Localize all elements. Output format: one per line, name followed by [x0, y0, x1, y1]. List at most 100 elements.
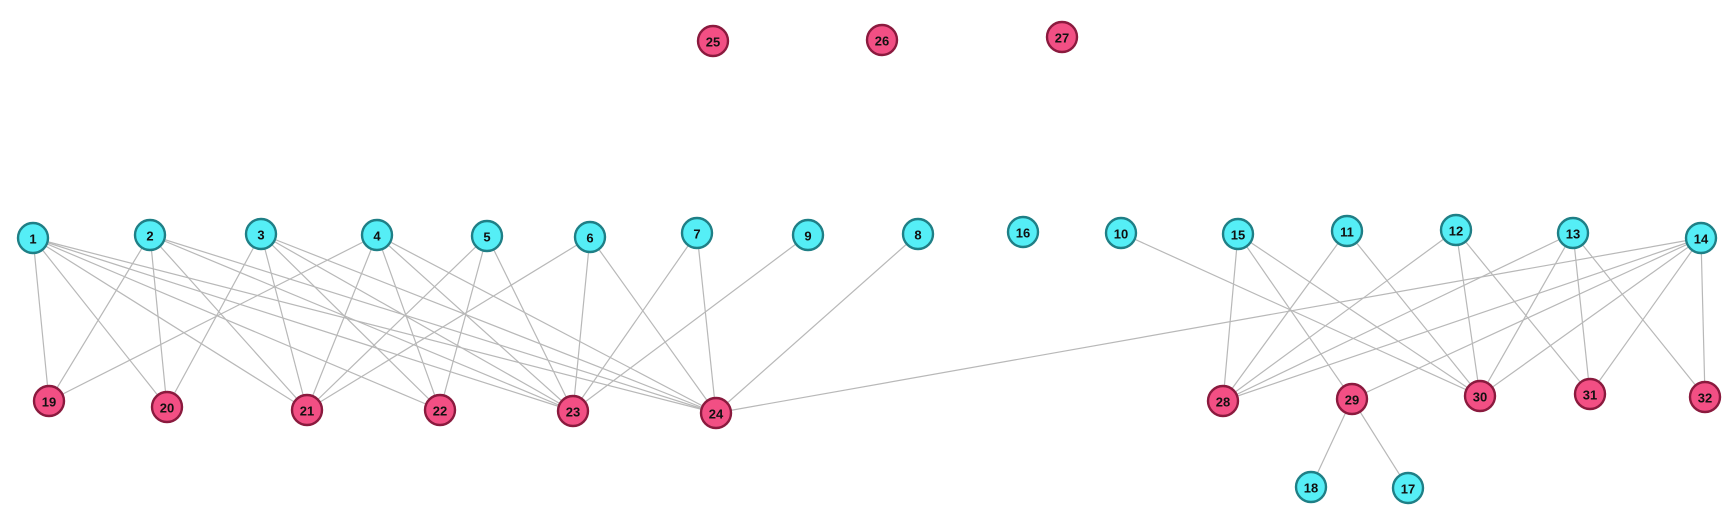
edge-4-24 — [376, 234, 717, 414]
edge-12-28 — [1222, 229, 1457, 402]
node-22[interactable]: 22 — [423, 393, 457, 427]
edge-2-20 — [149, 234, 168, 408]
node-25[interactable]: 25 — [696, 24, 730, 58]
node-27[interactable]: 27 — [1045, 20, 1079, 54]
node-circle[interactable] — [1221, 217, 1255, 251]
node-21[interactable]: 21 — [290, 393, 324, 427]
node-28[interactable]: 28 — [1206, 384, 1240, 418]
node-circle[interactable] — [470, 219, 504, 253]
node-29[interactable]: 29 — [1335, 382, 1369, 416]
node-19[interactable]: 19 — [32, 384, 66, 418]
edge-14-29 — [1351, 237, 1702, 400]
node-circle[interactable] — [16, 221, 50, 255]
edge-4-21 — [306, 234, 378, 411]
node-circle[interactable] — [133, 218, 167, 252]
node-circle[interactable] — [573, 220, 607, 254]
node-8[interactable]: 8 — [901, 217, 935, 251]
node-12[interactable]: 12 — [1439, 213, 1473, 247]
node-24[interactable]: 24 — [699, 396, 733, 430]
node-circle[interactable] — [1104, 216, 1138, 250]
node-label: 11 — [1340, 225, 1354, 240]
edge-5-21 — [306, 235, 488, 411]
node-13[interactable]: 13 — [1556, 216, 1590, 250]
node-circle[interactable] — [1391, 471, 1425, 505]
node-16[interactable]: 16 — [1006, 215, 1040, 249]
node-circle[interactable] — [680, 216, 714, 250]
edge-14-28 — [1222, 237, 1702, 402]
node-17[interactable]: 17 — [1391, 471, 1425, 505]
node-circle[interactable] — [1330, 214, 1364, 248]
node-label: 22 — [433, 404, 447, 419]
node-circle[interactable] — [1463, 379, 1497, 413]
node-6[interactable]: 6 — [573, 220, 607, 254]
node-label: 26 — [875, 34, 889, 49]
node-2[interactable]: 2 — [133, 218, 167, 252]
edge-1-24 — [32, 237, 717, 414]
node-1[interactable]: 1 — [16, 221, 50, 255]
node-circle[interactable] — [791, 218, 825, 252]
node-14[interactable]: 14 — [1684, 221, 1718, 255]
node-circle[interactable] — [1684, 221, 1718, 255]
node-label: 6 — [586, 231, 593, 246]
node-circle[interactable] — [1556, 216, 1590, 250]
edge-1-23 — [32, 237, 574, 412]
edge-7-24 — [696, 232, 717, 414]
edge-14-32 — [1700, 237, 1706, 398]
node-circle[interactable] — [865, 23, 899, 57]
node-circle[interactable] — [901, 217, 935, 251]
node-3[interactable]: 3 — [244, 217, 278, 251]
node-label: 16 — [1016, 226, 1030, 241]
node-31[interactable]: 31 — [1573, 377, 1607, 411]
node-label: 5 — [483, 230, 490, 245]
node-circle[interactable] — [1688, 380, 1722, 414]
node-circle[interactable] — [1006, 215, 1040, 249]
node-circle[interactable] — [556, 394, 590, 428]
node-circle[interactable] — [360, 218, 394, 252]
node-23[interactable]: 23 — [556, 394, 590, 428]
node-20[interactable]: 20 — [150, 390, 184, 424]
edge-15-29 — [1237, 233, 1353, 400]
node-11[interactable]: 11 — [1330, 214, 1364, 248]
edge-11-28 — [1222, 230, 1348, 402]
node-30[interactable]: 30 — [1463, 379, 1497, 413]
edge-5-23 — [486, 235, 574, 412]
node-26[interactable]: 26 — [865, 23, 899, 57]
node-label: 31 — [1583, 388, 1597, 403]
node-label: 27 — [1055, 31, 1069, 46]
node-circle[interactable] — [699, 396, 733, 430]
node-circle[interactable] — [32, 384, 66, 418]
node-label: 29 — [1345, 393, 1359, 408]
edge-13-30 — [1479, 232, 1574, 397]
node-4[interactable]: 4 — [360, 218, 394, 252]
node-circle[interactable] — [1206, 384, 1240, 418]
node-7[interactable]: 7 — [680, 216, 714, 250]
node-32[interactable]: 32 — [1688, 380, 1722, 414]
node-10[interactable]: 10 — [1104, 216, 1138, 250]
edge-1-21 — [32, 237, 308, 411]
node-circle[interactable] — [1294, 470, 1328, 504]
edge-2-24 — [149, 234, 717, 414]
node-9[interactable]: 9 — [791, 218, 825, 252]
node-5[interactable]: 5 — [470, 219, 504, 253]
node-label: 14 — [1694, 232, 1709, 247]
node-circle[interactable] — [423, 393, 457, 427]
node-label: 7 — [693, 227, 700, 242]
edge-4-23 — [376, 234, 574, 412]
edge-15-30 — [1237, 233, 1481, 397]
node-15[interactable]: 15 — [1221, 217, 1255, 251]
node-circle[interactable] — [150, 390, 184, 424]
node-circle[interactable] — [290, 393, 324, 427]
node-circle[interactable] — [244, 217, 278, 251]
node-label: 8 — [914, 228, 921, 243]
edge-layer — [32, 229, 1706, 489]
node-label: 18 — [1304, 481, 1318, 496]
node-circle[interactable] — [696, 24, 730, 58]
edge-13-28 — [1222, 232, 1574, 402]
node-18[interactable]: 18 — [1294, 470, 1328, 504]
node-circle[interactable] — [1573, 377, 1607, 411]
node-circle[interactable] — [1045, 20, 1079, 54]
node-circle[interactable] — [1335, 382, 1369, 416]
node-label: 13 — [1566, 227, 1580, 242]
node-circle[interactable] — [1439, 213, 1473, 247]
